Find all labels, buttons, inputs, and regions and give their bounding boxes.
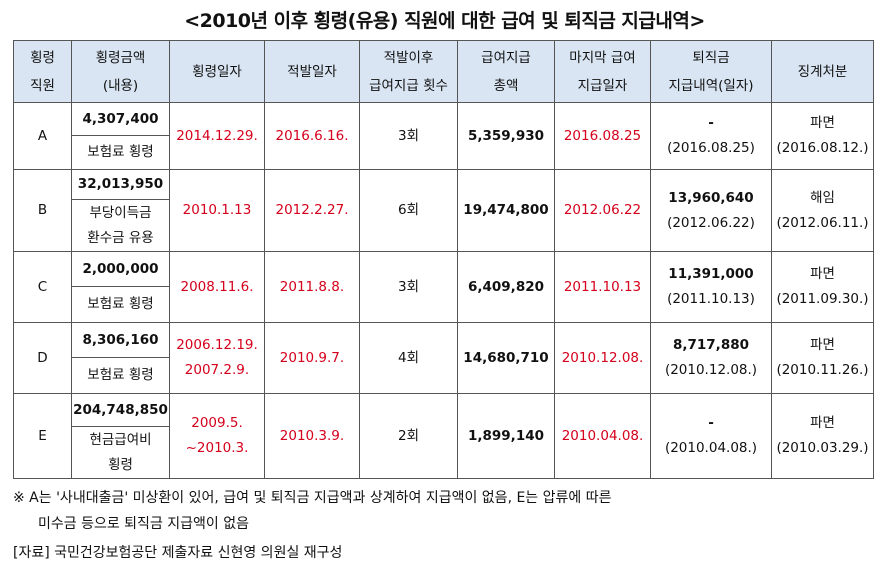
table-row-sub: 부당이득금 환수금 유용 [14, 199, 874, 252]
pay-count-cell: 4회 [359, 322, 458, 394]
last-pay-cell: 2016.08.25 [554, 102, 651, 170]
embezzle-date-cell: 2010.1.13 [169, 169, 265, 252]
discipline-cell: 파면 (2010.11.26.) [771, 322, 874, 394]
total-pay-cell: 14,680,710 [457, 322, 555, 394]
amount-cell: 8,306,160 [71, 322, 170, 358]
embezzle-date-cell: 2009.5. ~2010.3. [169, 393, 265, 479]
table-title: <2010년 이후 횡령(유용) 직원에 대한 급여 및 퇴직금 지급내역> [184, 10, 705, 32]
discipline-cell: 파면 (2010.03.29.) [771, 393, 874, 479]
table-row: B 32,013,950 2010.1.13 2012.2.27. 6회 19,… [13, 169, 874, 252]
detect-date-cell: 2010.9.7. [264, 322, 360, 394]
table-row: A 4,307,400 2014.12.29. 2016.6.16. 3회 5,… [13, 102, 874, 170]
content-cell: 보험료 횡령 [71, 286, 170, 323]
employee-cell: C [13, 251, 72, 323]
footnote-line-2: 미수금 등으로 퇴직금 지급액이 없음 [38, 516, 249, 532]
header-pay-count: 적발이후 급여지급 횟수 [359, 40, 458, 103]
amount-cell: 204,748,850 [71, 393, 170, 427]
severance-cell: 8,717,880 (2010.12.08.) [650, 322, 772, 394]
discipline-cell: 파면 (2016.08.12.) [771, 102, 874, 170]
content-cell: 보험료 횡령 [71, 135, 170, 170]
last-pay-cell: 2012.06.22 [554, 169, 651, 252]
table-row: D 8,306,160 2006.12.19. 2007.2.9. 2010.9.… [13, 322, 874, 394]
detect-date-cell: 2012.2.27. [264, 169, 360, 252]
total-pay-cell: 19,474,800 [457, 169, 555, 252]
amount-cell: 4,307,400 [71, 102, 170, 136]
amount-cell: 2,000,000 [71, 251, 170, 287]
pay-count-cell: 2회 [359, 393, 458, 479]
detect-date-cell: 2016.6.16. [264, 102, 360, 170]
employee-cell: B [13, 169, 72, 252]
severance-cell: 11,391,000 (2011.10.13) [650, 251, 772, 323]
severance-cell: 13,960,640 (2012.06.22) [650, 169, 772, 252]
detect-date-cell: 2010.3.9. [264, 393, 360, 479]
severance-cell: - (2010.04.08.) [650, 393, 772, 479]
header-amount: 횡령금액 (내용) [71, 40, 170, 103]
table-row: C 2,000,000 2008.11.6. 2011.8.8. 3회 6,40… [13, 251, 874, 323]
total-pay-cell: 5,359,930 [457, 102, 555, 170]
embezzle-date-cell: 2008.11.6. [169, 251, 265, 323]
embezzle-date-cell: 2006.12.19. 2007.2.9. [169, 322, 265, 394]
last-pay-cell: 2011.10.13 [554, 251, 651, 323]
discipline-cell: 파면 (2011.09.30.) [771, 251, 874, 323]
header-embezzle-date: 횡령일자 [169, 40, 265, 103]
content-cell: 보험료 횡령 [71, 357, 170, 394]
severance-cell: - (2016.08.25) [650, 102, 772, 170]
last-pay-cell: 2010.12.08. [554, 322, 651, 394]
detect-date-cell: 2011.8.8. [264, 251, 360, 323]
table-row-sub: 보험료 횡령 [14, 135, 874, 170]
header-last-pay: 마지막 급여 지급일자 [554, 40, 651, 103]
source-note: [자료] 국민건강보험공단 제출자료 신현영 의원실 재구성 [13, 545, 343, 561]
table-header-row: 횡령 직원 횡령금액 (내용) 횡령일자 적발일자 적발이후 급여지급 횟수 급여지급… [13, 40, 874, 103]
pay-count-cell: 6회 [359, 169, 458, 252]
header-employee: 횡령 직원 [13, 40, 72, 103]
employee-cell: E [13, 393, 72, 479]
amount-cell: 32,013,950 [71, 169, 170, 200]
employee-cell: A [13, 102, 72, 170]
table-row-sub: 보험료 횡령 [14, 357, 874, 394]
footnote-line-1: ※ A는 '사내대출금' 미상환이 있어, 급여 및 퇴직금 지급액과 상계하여… [13, 490, 612, 506]
table-row-sub: 보험료 횡령 [14, 286, 874, 323]
header-total-pay: 급여지급 총액 [457, 40, 555, 103]
table-row: E 204,748,850 2009.5. ~2010.3. 2010.3.9. … [13, 393, 874, 479]
pay-count-cell: 3회 [359, 251, 458, 323]
header-discipline: 징계처분 [771, 40, 874, 103]
discipline-cell: 해임 (2012.06.11.) [771, 169, 874, 252]
employee-cell: D [13, 322, 72, 394]
total-pay-cell: 1,899,140 [457, 393, 555, 479]
table-row-sub: 현금급여비 횡령 [14, 426, 874, 479]
header-detect-date: 적발일자 [264, 40, 360, 103]
total-pay-cell: 6,409,820 [457, 251, 555, 323]
content-cell: 현금급여비 횡령 [71, 426, 170, 479]
pay-count-cell: 3회 [359, 102, 458, 170]
content-cell: 부당이득금 환수금 유용 [71, 199, 170, 252]
embezzle-date-cell: 2014.12.29. [169, 102, 265, 170]
payment-table: 횡령 직원 횡령금액 (내용) 횡령일자 적발일자 적발이후 급여지급 횟수 급여지급… [13, 40, 874, 479]
header-severance: 퇴직금 지급내역(일자) [650, 40, 772, 103]
last-pay-cell: 2010.04.08. [554, 393, 651, 479]
